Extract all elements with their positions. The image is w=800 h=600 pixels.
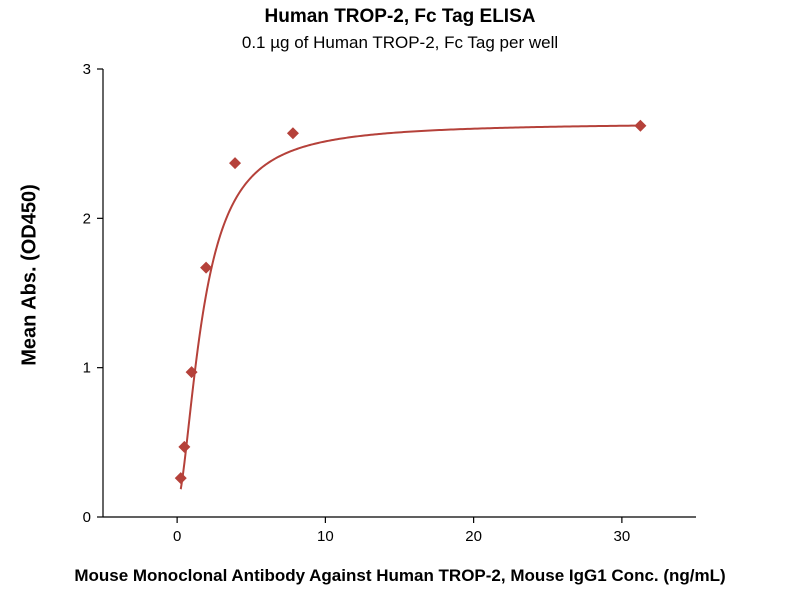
data-point	[634, 119, 647, 132]
y-axis-label: Mean Abs. (OD450)	[18, 184, 41, 366]
y-tick-label: 0	[83, 509, 91, 526]
data-point	[286, 127, 299, 140]
x-tick-label: 30	[614, 528, 631, 545]
x-tick-label: 10	[317, 528, 334, 545]
y-tick-label: 3	[83, 61, 91, 78]
chart-subtitle: 0.1 µg of Human TROP-2, Fc Tag per well	[241, 33, 559, 52]
y-tick-label: 2	[83, 210, 91, 227]
x-tick-label: 20	[465, 528, 482, 545]
fit-curve	[179, 124, 641, 490]
x-tick-label: 0	[173, 528, 181, 545]
data-point	[185, 366, 198, 379]
y-tick-label: 1	[83, 360, 91, 377]
data-point	[229, 157, 242, 170]
data-point	[178, 440, 191, 453]
chart-title: Human TROP-2, Fc Tag ELISA	[264, 6, 536, 27]
data-point	[174, 472, 187, 485]
fit-curve-layer	[179, 124, 641, 490]
data-points-layer	[174, 119, 647, 485]
data-point	[200, 261, 213, 274]
x-axis-label: Mouse Monoclonal Antibody Against Human …	[74, 566, 726, 585]
